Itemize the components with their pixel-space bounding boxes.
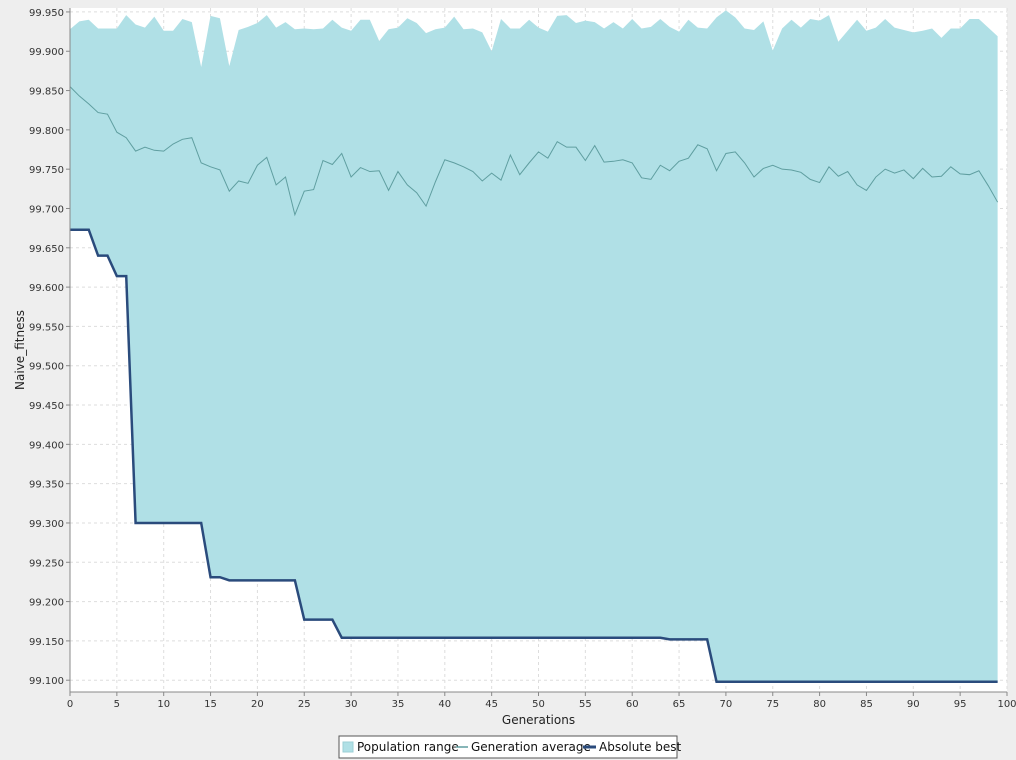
- y-tick-label: 99.650: [29, 244, 64, 255]
- y-tick-label: 99.200: [29, 598, 64, 609]
- y-tick-label: 99.850: [29, 87, 64, 98]
- x-tick-label: 30: [345, 699, 358, 710]
- population-range-area: [70, 10, 998, 682]
- y-tick-label: 99.450: [29, 401, 64, 412]
- x-tick-label: 95: [954, 699, 967, 710]
- y-axis-title: Naive_fitness: [13, 310, 27, 390]
- y-tick-label: 99.350: [29, 480, 64, 491]
- x-axis-ticks: 0 5 10 15 20 25 30 35 40 45 50 55 60 65 70 75 80 85 90 95 10…: [67, 692, 1016, 710]
- x-tick-label: 50: [532, 699, 545, 710]
- y-tick-label: 99.750: [29, 165, 64, 176]
- y-tick-label: 99.600: [29, 283, 64, 294]
- x-tick-label: 0: [67, 699, 73, 710]
- y-tick-label: 99.250: [29, 558, 64, 569]
- x-tick-label: 55: [579, 699, 592, 710]
- x-tick-label: 25: [298, 699, 311, 710]
- population-range-layer: [70, 10, 998, 682]
- y-tick-label: 99.400: [29, 440, 64, 451]
- x-tick-label: 80: [813, 699, 826, 710]
- x-tick-label: 60: [626, 699, 639, 710]
- y-tick-label: 99.100: [29, 676, 64, 687]
- absolute-best-line: [70, 228, 998, 684]
- x-tick-label: 70: [720, 699, 733, 710]
- x-tick-label: 5: [114, 699, 120, 710]
- x-tick-label: 85: [860, 699, 873, 710]
- legend-label-absolute-best: Absolute best: [599, 740, 682, 754]
- x-tick-label: 10: [157, 699, 170, 710]
- y-tick-label: 99.950: [29, 8, 64, 19]
- x-axis-title: Generations: [502, 713, 575, 727]
- x-tick-label: 90: [907, 699, 920, 710]
- x-tick-label: 15: [204, 699, 217, 710]
- legend-swatch-population-range: [342, 741, 354, 753]
- y-axis-ticks: 99.100 99.150 99.200 99.250 99.300 99.350 99.4…: [29, 8, 70, 687]
- y-tick-label: 99.150: [29, 637, 64, 648]
- legend-frame: [338, 735, 678, 759]
- x-tick-label: 75: [766, 699, 779, 710]
- x-tick-label: 65: [673, 699, 686, 710]
- x-tick-label: 20: [251, 699, 264, 710]
- y-tick-label: 99.900: [29, 47, 64, 58]
- generation-average-layer: [69, 86, 999, 217]
- legend: Population range Generation average Abso…: [338, 735, 682, 759]
- y-tick-label: 99.800: [29, 126, 64, 137]
- x-tick-label: 45: [485, 699, 498, 710]
- y-tick-label: 99.300: [29, 519, 64, 530]
- y-tick-label: 99.700: [29, 204, 64, 215]
- legend-label-generation-average: Generation average: [471, 740, 591, 754]
- generation-average-line: [69, 86, 999, 217]
- x-tick-label: 40: [438, 699, 451, 710]
- y-tick-label: 99.550: [29, 322, 64, 333]
- x-tick-label: 35: [392, 699, 405, 710]
- legend-label-population-range: Population range: [357, 740, 459, 754]
- y-tick-label: 99.500: [29, 362, 64, 373]
- absolute-best-layer: [70, 228, 998, 684]
- x-tick-label: 100: [997, 699, 1016, 710]
